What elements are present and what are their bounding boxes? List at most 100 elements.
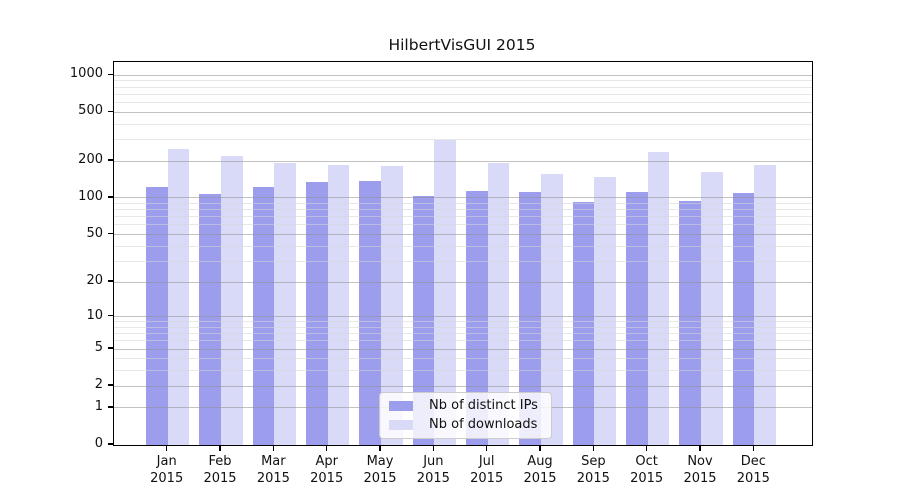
x-tick-label-may: May 2015 <box>350 453 410 487</box>
bar-downloads-dec <box>754 164 776 445</box>
plot-area: Nb of distinct IPs Nb of downloads <box>113 61 813 446</box>
bar-distinct-ips-sep <box>572 202 595 445</box>
x-tick-label-mar: Mar 2015 <box>243 453 303 487</box>
chart-title: HilbertVisGUI 2015 <box>388 36 536 54</box>
x-tick-mark-sep <box>592 445 595 451</box>
x-tick-mark-jul <box>485 445 488 451</box>
x-tick-mark-feb <box>219 445 221 451</box>
x-tick-year: 2015 <box>683 471 717 486</box>
bar-distinct-ips-oct <box>626 191 648 445</box>
legend: Nb of distinct IPs Nb of downloads <box>379 392 552 439</box>
x-tick-month: Jan <box>156 454 177 469</box>
x-tick-mark-apr <box>325 445 328 451</box>
x-tick-mark-jun <box>432 445 435 451</box>
x-tick-month: Feb <box>208 454 232 469</box>
bar-downloads-aug <box>541 174 563 445</box>
y-tick-mark-100 <box>108 196 113 198</box>
gridline-400 <box>114 123 812 125</box>
bar-downloads-oct <box>647 151 670 445</box>
y-tick-label-200: 200 <box>78 152 103 168</box>
x-tick-label-jul: Jul 2015 <box>457 453 517 487</box>
x-tick-year: 2015 <box>523 471 557 486</box>
y-tick-mark-200 <box>108 159 113 161</box>
y-tick-mark-50 <box>108 232 113 235</box>
x-tick-label-jun: Jun 2015 <box>403 453 463 487</box>
y-tick-mark-10 <box>108 314 113 317</box>
y-tick-mark-1000 <box>108 73 113 75</box>
legend-label-distinct-ips: Nb of distinct IPs <box>429 398 538 413</box>
bar-distinct-ips-jul <box>466 191 488 445</box>
x-tick-year: 2015 <box>416 471 450 486</box>
gridline-700 <box>114 93 812 95</box>
x-tick-month: Jul <box>478 454 495 469</box>
y-tick-label-2: 2 <box>94 377 103 393</box>
y-tick-mark-2 <box>108 384 113 386</box>
bar-distinct-ips-jun <box>412 196 435 445</box>
x-tick-year: 2015 <box>630 471 664 486</box>
y-tick-label-50: 50 <box>86 225 103 241</box>
y-tick-label-0: 0 <box>94 436 103 451</box>
y-tick-mark-5 <box>108 347 113 349</box>
x-tick-month: Mar <box>261 454 286 469</box>
bar-downloads-jul <box>487 163 510 445</box>
bar-distinct-ips-dec <box>732 192 755 445</box>
x-tick-month: Nov <box>687 454 713 469</box>
gridline-500 <box>114 111 812 113</box>
bar-downloads-mar <box>274 162 296 445</box>
bar-distinct-ips-apr <box>306 182 328 445</box>
bar-downloads-jan <box>167 148 190 445</box>
x-tick-label-sep: Sep 2015 <box>563 453 623 487</box>
gridline-300 <box>114 139 812 141</box>
bar-downloads-nov <box>701 171 723 445</box>
x-tick-month: Jun <box>423 454 444 469</box>
x-tick-label-dec: Dec 2015 <box>723 453 783 487</box>
x-tick-mark-aug <box>539 445 541 451</box>
legend-item-downloads: Nb of downloads <box>389 417 538 433</box>
y-tick-label-1000: 1000 <box>69 66 103 82</box>
legend-swatch-distinct-ips <box>389 401 413 411</box>
x-tick-month: Dec <box>740 454 766 469</box>
x-tick-year: 2015 <box>203 471 237 486</box>
bar-downloads-jun <box>434 139 456 445</box>
x-tick-mark-dec <box>752 445 755 451</box>
x-tick-year: 2015 <box>310 471 344 486</box>
gridline-600 <box>114 102 812 103</box>
gridline-800 <box>114 86 812 88</box>
x-tick-month: Aug <box>527 454 553 469</box>
x-tick-mark-may <box>379 445 381 451</box>
bar-distinct-ips-nov <box>679 200 701 445</box>
x-tick-month: Oct <box>635 454 658 469</box>
x-tick-month: Apr <box>315 454 338 469</box>
x-tick-label-aug: Aug 2015 <box>510 453 570 487</box>
y-tick-mark-20 <box>108 280 113 282</box>
x-tick-mark-oct <box>645 445 648 451</box>
x-tick-year: 2015 <box>256 471 290 486</box>
x-tick-label-oct: Oct 2015 <box>617 453 677 487</box>
y-tick-mark-1 <box>108 406 113 408</box>
gridline-900 <box>114 80 812 82</box>
x-tick-label-jan: Jan 2015 <box>137 453 197 487</box>
legend-item-distinct-ips: Nb of distinct IPs <box>389 398 538 414</box>
x-tick-year: 2015 <box>470 471 504 486</box>
x-tick-mark-jan <box>166 445 168 451</box>
legend-swatch-downloads <box>389 420 413 430</box>
bar-downloads-may <box>381 165 403 445</box>
x-tick-label-nov: Nov 2015 <box>670 453 730 487</box>
y-tick-mark-0 <box>108 443 113 445</box>
x-tick-label-feb: Feb 2015 <box>190 453 250 487</box>
y-tick-mark-500 <box>108 110 113 112</box>
x-tick-year: 2015 <box>576 471 610 486</box>
x-tick-month: Sep <box>581 454 606 469</box>
x-tick-mark-nov <box>699 445 701 451</box>
x-tick-mark-mar <box>272 445 275 451</box>
gridline-200 <box>114 160 812 162</box>
legend-label-downloads: Nb of downloads <box>429 417 538 432</box>
y-tick-label-1: 1 <box>94 398 103 414</box>
y-tick-label-10: 10 <box>86 307 103 323</box>
x-tick-year: 2015 <box>736 471 770 486</box>
bar-downloads-sep <box>594 177 616 445</box>
gridline-1000 <box>114 74 812 76</box>
x-tick-year: 2015 <box>150 471 184 486</box>
bar-distinct-ips-feb <box>199 193 222 445</box>
